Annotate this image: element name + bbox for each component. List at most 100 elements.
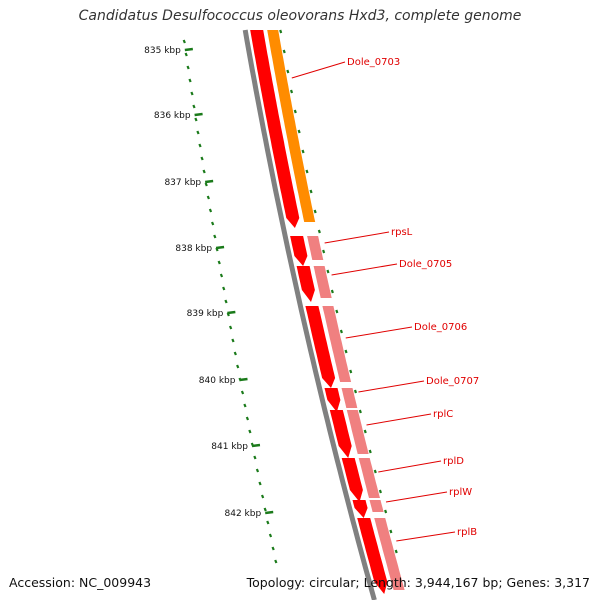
scale-minor-tick: [196, 130, 200, 135]
scale-minor-tick: [222, 286, 226, 291]
scale-minor-tick: [211, 221, 215, 226]
gene-outer-band-Dole_0706: [322, 306, 352, 382]
scale-major-tick: [184, 47, 194, 52]
scale-label: 838 kbp: [175, 244, 212, 254]
scale-label: 842 kbp: [225, 509, 262, 519]
scale-label: 841 kbp: [211, 442, 248, 452]
scale-minor-tick: [255, 468, 260, 473]
genome-summary-text: Topology: circular; Length: 3,944,167 bp…: [246, 575, 590, 590]
gene-leader-line: [396, 531, 456, 542]
scale-minor-tick: [200, 156, 204, 161]
gene-label: rplD: [443, 456, 464, 467]
scale-major-tick: [227, 310, 236, 315]
outer-scale-tick: [317, 229, 321, 234]
map-title: Candidatus Desulfococcus oleovorans Hxd3…: [78, 8, 522, 24]
scale-major-tick: [194, 112, 203, 117]
outer-scale-tick: [363, 429, 367, 434]
gene-arrow-Dole_0707: [324, 388, 341, 412]
scale-minor-tick: [182, 39, 186, 44]
scale-minor-tick: [258, 481, 262, 486]
outer-scale-tick: [335, 309, 339, 314]
gene-outer-band-rplC: [346, 410, 369, 454]
scale-minor-tick: [184, 52, 188, 57]
outer-scale-tick: [339, 329, 343, 334]
outer-scale-tick: [305, 169, 309, 174]
scale-minor-tick: [219, 273, 224, 278]
scale-major-tick: [239, 377, 248, 382]
outer-scale-tick: [293, 109, 297, 114]
outer-scale-tick: [301, 149, 305, 154]
scale-label: 837 kbp: [164, 178, 201, 188]
gene-outer-band-rplB: [374, 518, 405, 590]
outer-scale-tick: [344, 349, 348, 354]
outer-scale-tick: [378, 489, 382, 494]
gene-leader-line: [385, 491, 448, 503]
gene-leader-line: [366, 413, 432, 426]
scale-minor-tick: [274, 559, 278, 564]
outer-scale-tick: [282, 49, 286, 54]
gene-outer-band-rplW: [369, 500, 384, 512]
gene-arrow-Dole_0703: [250, 30, 300, 228]
scale-major-tick: [204, 179, 214, 184]
scale-minor-tick: [271, 546, 275, 551]
scale-label: 835 kbp: [144, 46, 181, 56]
scale-minor-tick: [188, 78, 192, 83]
scale-minor-tick: [231, 338, 235, 343]
scale-major-tick: [251, 443, 261, 448]
outer-scale-tick: [353, 389, 358, 394]
gene-outer-band-Dole_0707: [341, 388, 358, 408]
scale-minor-tick: [213, 234, 217, 239]
gene-arrow-Dole_0705: [296, 266, 315, 302]
gene-arrow-rplB: [357, 518, 388, 594]
scale-label: 839 kbp: [187, 309, 224, 319]
outer-scale-tick: [358, 409, 362, 414]
gene-outer-band-rplD: [358, 458, 380, 498]
scale-minor-tick: [204, 182, 208, 187]
scale-minor-tick: [186, 65, 190, 70]
gene-label: Dole_0706: [414, 322, 467, 333]
scale-minor-tick: [260, 494, 265, 499]
scale-label: 840 kbp: [199, 376, 236, 386]
outer-scale-tick: [326, 269, 330, 274]
scale-major-tick: [215, 245, 225, 250]
gene-label: Dole_0707: [426, 376, 479, 387]
gene-label: Dole_0703: [347, 57, 400, 68]
scale-minor-tick: [224, 299, 228, 304]
gene-arrow-Dole_0706: [305, 306, 336, 388]
outer-scale-tick: [368, 449, 372, 454]
scale-minor-tick: [190, 91, 194, 96]
scale-minor-tick: [192, 104, 196, 109]
gene-leader-line: [291, 61, 346, 79]
outer-scale-tick: [389, 529, 393, 534]
gene-label: rplW: [449, 487, 472, 498]
scale-minor-tick: [263, 507, 267, 512]
outer-scale-tick: [279, 29, 283, 34]
outer-scale-tick: [322, 249, 326, 254]
gene-label: rplC: [433, 409, 453, 420]
gene-label: rplB: [457, 527, 477, 538]
outer-scale-tick: [349, 369, 353, 374]
scale-major-tick: [265, 510, 274, 515]
outer-scale-tick: [384, 509, 388, 514]
scale-minor-tick: [233, 351, 237, 356]
outer-scale-tick: [373, 469, 377, 474]
gene-leader-line: [345, 326, 413, 339]
scale-minor-tick: [198, 143, 202, 148]
scale-minor-tick: [248, 429, 252, 434]
scale-minor-tick: [236, 364, 240, 369]
scale-minor-tick: [243, 403, 247, 408]
scale-minor-tick: [268, 533, 273, 538]
scale-label: 836 kbp: [154, 111, 191, 121]
gene-arrow-rplD: [341, 458, 363, 502]
scale-minor-tick: [208, 208, 213, 213]
gene-leader-line: [358, 380, 425, 393]
scale-minor-tick: [206, 195, 210, 200]
scale-minor-tick: [194, 117, 198, 122]
gene-label: rpsL: [391, 227, 413, 238]
scale-minor-tick: [245, 416, 250, 421]
outer-scale-tick: [286, 69, 290, 74]
outer-scale-tick: [313, 209, 317, 214]
gene-arrow-rpsL: [290, 236, 308, 266]
